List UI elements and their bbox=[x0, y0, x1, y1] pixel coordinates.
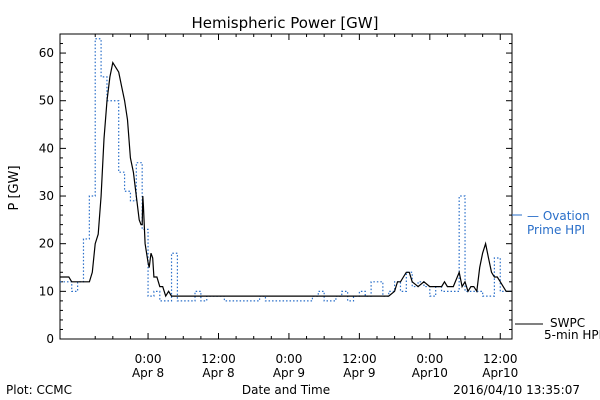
x-tick-label-date: Apr 8 bbox=[202, 366, 234, 380]
series-swpc-line bbox=[60, 61, 512, 298]
y-axis-label: P [GW] bbox=[7, 165, 22, 210]
legend-swpc-line1: SWPC bbox=[550, 316, 585, 330]
y-tick-label: 30 bbox=[39, 189, 54, 203]
legend-ovation-line1: — Ovation bbox=[527, 209, 590, 223]
x-tick-label-time: 12:00 bbox=[342, 352, 377, 366]
x-tick-label-date: Apr 9 bbox=[273, 366, 305, 380]
x-tick-label-time: 12:00 bbox=[483, 352, 518, 366]
x-tick-label-time: 0:00 bbox=[135, 352, 162, 366]
y-tick-label: 10 bbox=[39, 284, 54, 298]
x-tick-label-time: 0:00 bbox=[416, 352, 443, 366]
x-axis-label: Date and Time bbox=[242, 383, 330, 397]
plot-credit: Plot: CCMC bbox=[6, 383, 72, 397]
legend-swpc-line2: 5-min HPI bbox=[544, 328, 600, 342]
legend: — Ovation Prime HPI SWPC 5-min HPI bbox=[512, 209, 600, 342]
chart-title: Hemispheric Power [GW] bbox=[192, 14, 379, 32]
series-layer bbox=[60, 38, 512, 302]
y-tick-label: 0 bbox=[46, 332, 54, 346]
legend-ovation-line2: Prime HPI bbox=[527, 223, 585, 237]
plot-area bbox=[59, 33, 513, 340]
timestamp: 2016/04/10 13:35:07 bbox=[453, 383, 580, 397]
x-tick-label-date: Apr10 bbox=[482, 366, 518, 380]
series-ovation-line bbox=[60, 38, 512, 302]
x-tick-label-time: 12:00 bbox=[201, 352, 236, 366]
y-tick-label: 50 bbox=[39, 94, 54, 108]
x-tick-label-date: Apr 8 bbox=[132, 366, 164, 380]
x-tick-label-date: Apr 9 bbox=[343, 366, 375, 380]
y-tick-label: 40 bbox=[39, 141, 54, 155]
x-tick-label-time: 0:00 bbox=[275, 352, 302, 366]
x-tick-label-date: Apr10 bbox=[412, 366, 448, 380]
y-tick-label: 60 bbox=[39, 46, 54, 60]
y-tick-label: 20 bbox=[39, 237, 54, 251]
